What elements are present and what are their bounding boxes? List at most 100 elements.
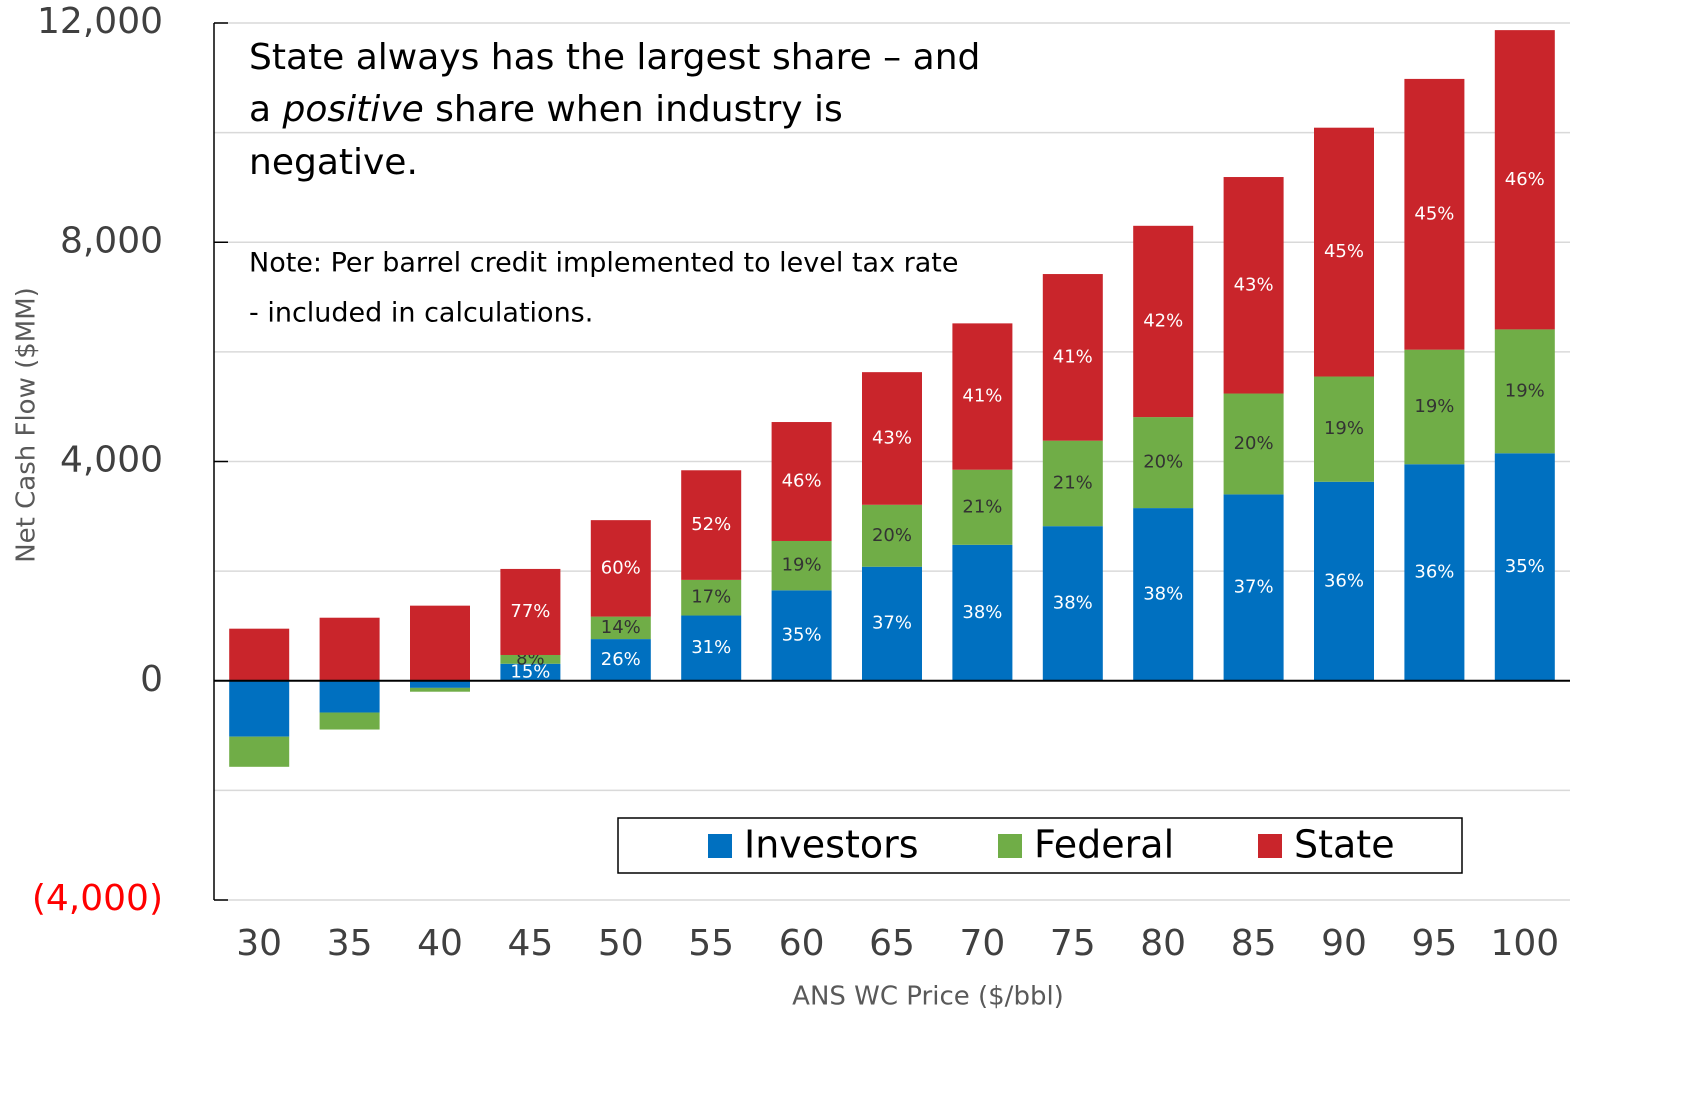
bar-segment [771,422,832,541]
bar-segment [1042,274,1103,441]
bar-segment [771,540,832,591]
bar-segment [1223,393,1284,495]
bar-segment [1494,329,1555,454]
bar-segment [771,590,832,681]
bar-segment [1314,481,1374,681]
bar-segment [1494,453,1555,681]
bar-segment [229,680,290,737]
bar-segment [319,617,380,681]
data-label: 19% [782,555,822,576]
data-label: 20% [1143,452,1183,473]
bar-segment [500,654,561,664]
x-tick-label: 85 [1231,923,1277,964]
data-label: 41% [962,386,1002,407]
bar-segment [681,615,742,681]
bar-segment [1223,494,1284,681]
bar-segment [681,470,742,580]
bar-segment [1314,127,1374,377]
bar-segment [952,469,1013,545]
legend-label: Investors [744,823,919,867]
data-label: 42% [1143,310,1183,331]
data-label: 19% [1324,418,1364,439]
bar-segment [319,680,380,713]
data-label: 15% [510,661,550,682]
bar-segment [1404,464,1465,681]
x-tick-label: 50 [598,923,644,964]
annotation-part: positive [282,89,424,130]
x-tick-label: 65 [869,923,915,964]
data-label: 21% [1053,472,1093,493]
data-label: 38% [962,602,1002,623]
data-label: 46% [1505,169,1545,190]
data-label: 38% [1143,583,1183,604]
data-label: 45% [1414,203,1454,224]
bar-segment [1133,508,1194,681]
bar-segment [1404,78,1465,350]
data-label: 41% [1053,346,1093,367]
bar-segment [410,687,470,692]
bar-segment [590,520,651,617]
annotation-part: a [249,89,283,130]
x-tick-label: 45 [507,923,553,964]
bar-segment [952,544,1013,681]
data-label: 35% [1505,556,1545,577]
bar-segment [862,372,922,505]
annotation: State always has the largest share – and [249,37,980,78]
bar-segment [1494,30,1555,330]
x-axis-title: ANS WC Price ($/bbl) [792,982,1064,1012]
bar-segment [319,712,380,730]
data-label: 17% [691,587,731,608]
y-tick-label: 4,000 [60,440,163,481]
annotation-part: share when industry is [424,89,843,130]
y-tick-label: 0 [140,659,163,700]
bar-segment [590,639,651,681]
x-tick-label: 35 [327,923,373,964]
legend-swatch [998,834,1022,858]
data-label: 14% [601,617,641,638]
bar-segment [590,616,651,640]
bar-segment [229,628,290,681]
bar-segment [1314,376,1374,482]
legend-swatch [1258,834,1282,858]
bar-segment [952,323,1013,470]
data-label: 37% [872,613,912,634]
y-tick-label: 8,000 [60,220,163,261]
legend-label: Federal [1034,823,1174,867]
x-tick-label: 95 [1411,923,1457,964]
data-label: 46% [782,471,822,492]
data-label: 21% [962,496,1002,517]
bar-segment [500,568,561,655]
data-label: 31% [691,637,731,658]
data-label: 20% [872,525,912,546]
x-tick-label: 70 [959,923,1005,964]
y-axis-title: Net Cash Flow ($MM) [12,287,42,563]
legend-box [617,817,1463,874]
annotation: negative. [249,142,418,183]
x-tick-label: 55 [688,923,734,964]
data-label: 19% [1505,380,1545,401]
bar-segment [862,504,922,567]
x-tick-label: 60 [779,923,825,964]
data-label: 20% [1234,433,1274,454]
bar-segment [1404,349,1465,465]
data-label: 77% [510,601,550,622]
y-tick-label: (4,000) [32,878,163,919]
note: Note: Per barrel credit implemented to l… [249,248,959,279]
bar-segment [1133,417,1194,509]
x-tick-label: 100 [1490,923,1559,964]
bar-segment [1042,440,1103,527]
bar-segment [410,605,470,681]
bar-segment [500,663,561,681]
bar-segment [681,579,742,616]
data-label: 26% [601,649,641,670]
data-label: 43% [872,427,912,448]
data-label: 52% [691,514,731,535]
bar-segment [229,736,290,767]
legend-swatch [708,834,732,858]
bar-segment [410,680,470,688]
data-label: 36% [1414,561,1454,582]
legend-label: State [1294,823,1395,867]
x-tick-label: 75 [1050,923,1096,964]
bar-segment [1042,526,1103,681]
